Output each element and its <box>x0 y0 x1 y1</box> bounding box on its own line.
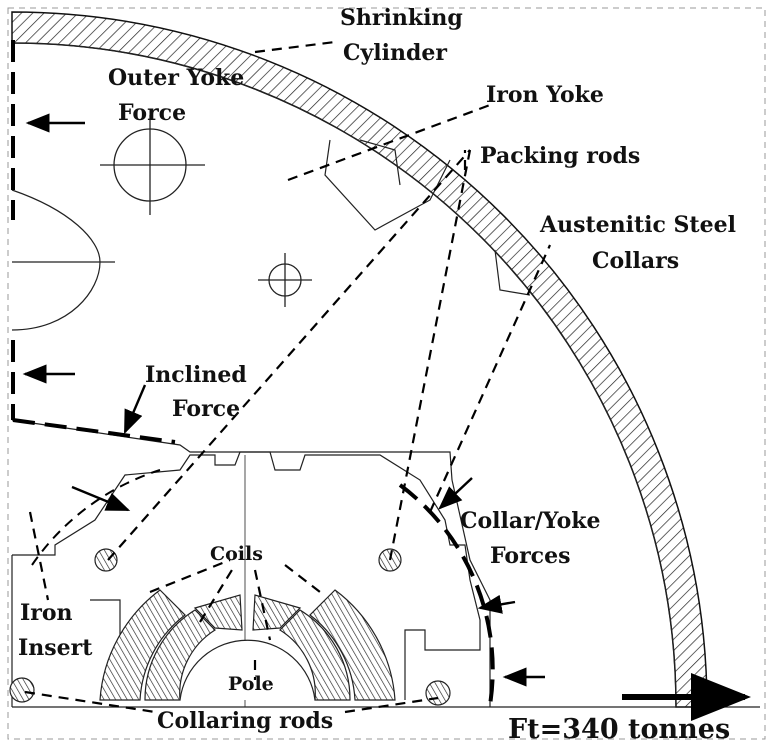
coil-inner-right <box>279 609 351 701</box>
coils <box>99 589 396 701</box>
label-outer-yoke-2: Force <box>118 100 186 126</box>
arrow-collar-yoke <box>438 477 473 510</box>
collar-dashed-arc <box>31 469 161 566</box>
label-iron-yoke: Iron Yoke <box>486 82 604 108</box>
collaring-rod-left <box>9 677 35 703</box>
coil-outer-right <box>309 589 396 701</box>
arrow-inclined <box>123 384 147 435</box>
label-packing-rods: Packing rods <box>480 143 640 169</box>
label-shrinking-1: Shrinking <box>340 5 463 31</box>
collaring-rod-right <box>425 680 451 706</box>
label-outer-yoke-1: Outer Yoke <box>108 65 244 91</box>
label-inclined-2: Force <box>172 396 240 422</box>
iron-yoke <box>11 42 677 708</box>
coil-upper-left <box>193 594 243 631</box>
label-pole: Pole <box>228 673 274 695</box>
coil-inner-left <box>144 609 216 701</box>
label-austenitic-1: Austenitic Steel <box>539 212 736 238</box>
label-inclined-1: Inclined <box>145 362 247 388</box>
coil-upper-right <box>252 594 302 631</box>
label-iron-insert-1: Iron <box>20 600 73 626</box>
contact-boundaries <box>11 40 495 706</box>
force-arrows <box>22 113 751 721</box>
bore-outline <box>179 639 316 701</box>
yoke-hole-large <box>100 115 205 215</box>
label-collaring-rods: Collaring rods <box>157 708 333 734</box>
shrinking-cylinder <box>11 11 708 708</box>
labels: Shrinking Cylinder Outer Yoke Force Iron… <box>18 5 736 745</box>
label-ft: Ft=340 tonnes <box>508 714 730 745</box>
diagram-frame <box>7 7 766 740</box>
label-iron-insert-2: Insert <box>18 635 93 661</box>
label-collar-yoke-2: Forces <box>490 543 570 569</box>
arrow-collar-left <box>71 485 131 512</box>
label-austenitic-2: Collars <box>592 248 679 274</box>
leader-lines <box>24 40 552 714</box>
label-collar-yoke-1: Collar/Yoke <box>460 508 601 534</box>
yoke-hole-small <box>258 253 312 307</box>
label-coils: Coils <box>210 543 263 565</box>
coil-outer-left <box>99 589 186 701</box>
label-shrinking-2: Cylinder <box>343 40 447 66</box>
arrow-collar-mid <box>477 594 516 614</box>
